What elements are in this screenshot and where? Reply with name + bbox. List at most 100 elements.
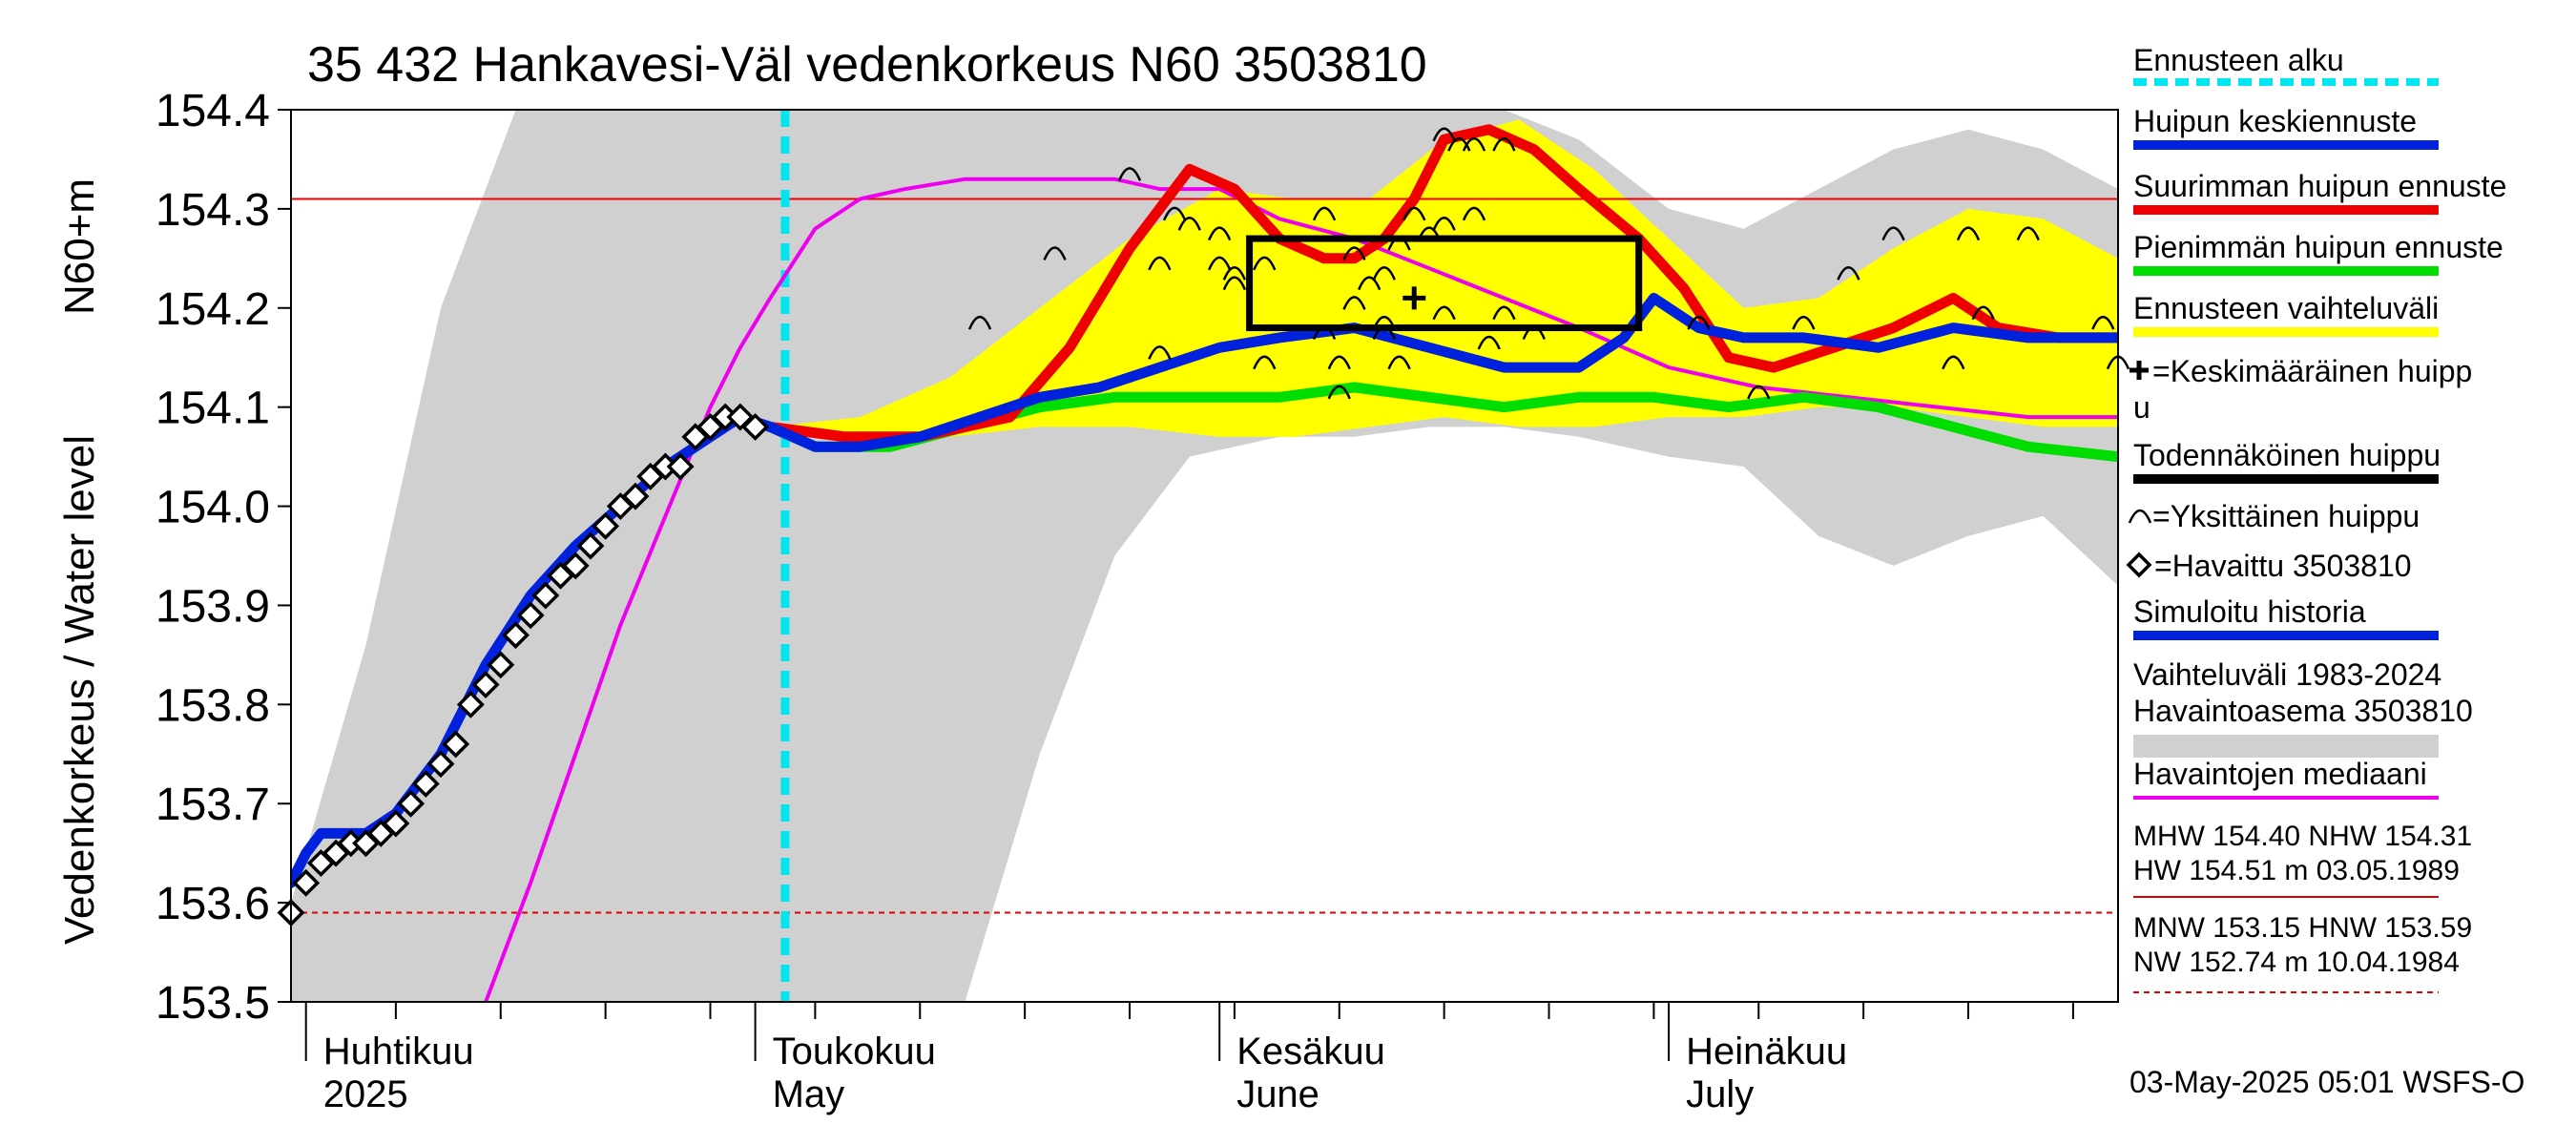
individual-peak-marker — [1462, 206, 1486, 221]
x-month-sublabel: May — [773, 1073, 845, 1115]
individual-peak-marker — [1522, 325, 1546, 341]
observed-marker — [621, 482, 650, 510]
individual-peak-marker — [1117, 167, 1142, 181]
observed-marker — [397, 789, 426, 818]
observed-marker — [666, 452, 695, 481]
individual-peak-marker — [1312, 206, 1337, 221]
individual-peak-marker — [1462, 136, 1486, 152]
legend-todenn-k-inen-huippu-label: Todennäköinen huippu — [2133, 438, 2441, 472]
individual-peak-marker — [1327, 355, 1351, 370]
stats-low-1: MNW 153.15 HNW 153.59 — [2133, 912, 2472, 944]
y-tick-label: 153.9 — [156, 581, 270, 632]
y-tick-label: 154.0 — [156, 483, 270, 533]
observed-marker — [576, 531, 605, 560]
individual-peak-marker — [1942, 355, 1965, 370]
legend-yksitt-inen-huippu-marker — [2128, 509, 2152, 524]
individual-peak-marker — [1387, 236, 1411, 251]
chart-title: 35 432 Hankavesi-Väl vedenkorkeus N60 35… — [307, 37, 1427, 93]
legend-huipun-keskiennuste-label: Huipun keskiennuste — [2133, 104, 2417, 138]
legend-keskim-r-inen-huipp-label: =Keskimääräinen huipp — [2152, 354, 2472, 388]
individual-peak-marker — [1956, 226, 1981, 241]
legend-ennusteen-alku-label: Ennusteen alku — [2133, 43, 2344, 77]
observed-marker — [382, 809, 410, 838]
x-month-label: Toukokuu — [773, 1030, 936, 1072]
stats-low-2: NW 152.74 m 10.04.1984 — [2133, 947, 2460, 978]
y-tick-label: 153.8 — [156, 680, 270, 731]
individual-peak-marker — [1432, 127, 1456, 142]
observed-marker — [456, 690, 485, 718]
individual-peak-marker — [1792, 315, 1816, 330]
legend-havaintojen-mediaani-label: Havaintojen mediaani — [2133, 757, 2427, 791]
observed-marker — [516, 601, 545, 630]
y-tick-label: 153.5 — [156, 978, 270, 1029]
stats-high-2: HW 154.51 m 03.05.1989 — [2133, 855, 2460, 886]
individual-peak-marker — [1492, 305, 1516, 321]
observed-marker — [426, 750, 455, 779]
x-month-label: Huhtikuu — [323, 1030, 474, 1072]
x-month-sublabel: 2025 — [323, 1073, 408, 1115]
mean-peak-marker — [1402, 286, 1426, 310]
legend-pienimm-n-huipun-ennuste-label: Pienimmän huipun ennuste — [2133, 230, 2503, 264]
markers — [277, 127, 2130, 926]
individual-peak-marker — [1358, 276, 1381, 291]
y-tick-label: 153.6 — [156, 879, 270, 929]
x-month-sublabel: June — [1236, 1073, 1319, 1115]
individual-peak-marker — [1312, 325, 1337, 341]
plot-frame — [290, 109, 2119, 1003]
individual-peak-marker — [1177, 217, 1201, 231]
legend-havaittu-3503810-marker — [2126, 552, 2152, 578]
x-month-label: Kesäkuu — [1236, 1030, 1385, 1072]
individual-peak-marker — [1417, 226, 1442, 241]
individual-peak-marker — [2091, 315, 2115, 330]
individual-peak-marker — [1208, 226, 1232, 241]
legend: Ennusteen alku Huipun keskiennuste Suurimm… — [2126, 43, 2506, 800]
individual-peak-marker — [1477, 335, 1501, 350]
stats-high-1: MHW 154.40 NHW 154.31 — [2133, 821, 2472, 852]
individual-peak-marker — [1342, 296, 1366, 310]
individual-peak-marker — [1687, 315, 1711, 330]
individual-peak-marker — [1043, 246, 1067, 260]
max-peak-forecast-line — [764, 124, 2118, 443]
probable-peak-box — [1246, 235, 1643, 332]
legend-vaihteluv-li-1983-2024-label-cont: Havaintoasema 3503810 — [2133, 694, 2473, 728]
footer-timestamp: 03-May-2025 05:01 WSFS-O — [2129, 1065, 2524, 1099]
legend-vaihteluv-li-1983-2024-swatch — [2133, 735, 2439, 758]
observed-marker — [487, 651, 515, 679]
individual-peak-marker — [1253, 355, 1277, 370]
legend-keskim-r-inen-huipp-label-cont: u — [2133, 390, 2150, 425]
individual-peak-marker — [1372, 325, 1397, 341]
y-tick-label: 154.2 — [156, 284, 270, 335]
legend-havaittu-3503810-label: =Havaittu 3503810 — [2154, 549, 2412, 583]
individual-peak-marker — [1222, 276, 1247, 291]
observed-marker — [501, 621, 530, 650]
y-axis: 153.5 153.6 153.7 153.8 153.9 154.0 154.1 154.2… — [156, 86, 291, 1029]
y-tick-label: 154.1 — [156, 384, 270, 434]
observed-marker — [411, 769, 440, 798]
legend-keskim-r-inen-huipp-marker — [2129, 361, 2149, 380]
individual-peak-marker — [1148, 345, 1172, 360]
legend-simuloitu-historia-label: Simuloitu historia — [2133, 594, 2366, 629]
individual-peak-marker — [1881, 226, 1905, 241]
individual-peak-marker — [1492, 136, 1516, 152]
observed-marker — [292, 868, 321, 897]
y-tick-label: 154.4 — [156, 86, 270, 136]
individual-peak-marker — [1162, 206, 1187, 221]
individual-peak-marker — [1432, 217, 1456, 231]
observed-marker — [561, 552, 590, 580]
individual-peak-marker — [1432, 305, 1456, 321]
legend-yksitt-inen-huippu-label: =Yksittäinen huippu — [2152, 499, 2420, 533]
individual-peak-marker — [1372, 266, 1397, 281]
legend-suurimman-huipun-ennuste-label: Suurimman huipun ennuste — [2133, 169, 2506, 203]
observed-marker — [442, 730, 470, 759]
individual-peak-marker — [2016, 226, 2040, 241]
x-month-sublabel: July — [1686, 1073, 1754, 1115]
x-month-label: Heinäkuu — [1686, 1030, 1847, 1072]
individual-peak-marker — [1253, 256, 1277, 271]
individual-peak-marker — [1327, 385, 1351, 400]
individual-peak-marker — [1148, 256, 1172, 271]
y-tick-label: 153.7 — [156, 780, 270, 830]
individual-peak-marker — [1447, 136, 1471, 152]
individual-peak-marker — [1402, 206, 1426, 221]
